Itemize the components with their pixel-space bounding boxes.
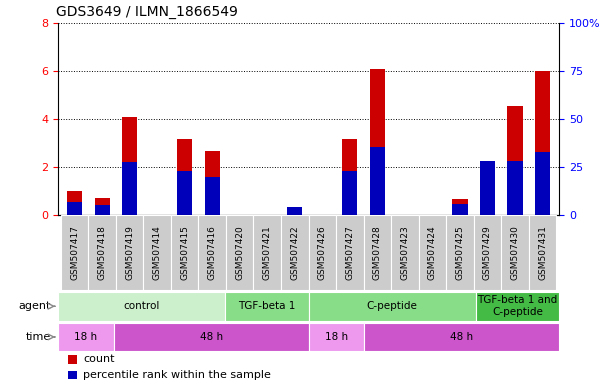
Bar bbox=[61, 215, 89, 290]
Text: GSM507422: GSM507422 bbox=[290, 225, 299, 280]
Text: 18 h: 18 h bbox=[75, 332, 97, 342]
Bar bbox=[480, 161, 495, 215]
Bar bbox=[144, 215, 171, 290]
Text: GSM507426: GSM507426 bbox=[318, 225, 327, 280]
Bar bbox=[309, 292, 475, 321]
Text: 48 h: 48 h bbox=[450, 332, 473, 342]
Bar bbox=[475, 292, 559, 321]
Bar bbox=[391, 215, 419, 290]
Bar bbox=[68, 355, 77, 364]
Text: GSM507425: GSM507425 bbox=[455, 225, 464, 280]
Bar bbox=[122, 162, 137, 215]
Text: time: time bbox=[26, 332, 51, 342]
Text: GSM507418: GSM507418 bbox=[98, 225, 106, 280]
Text: GSM507424: GSM507424 bbox=[428, 225, 437, 280]
Bar bbox=[508, 161, 522, 215]
Bar bbox=[58, 323, 114, 351]
Bar bbox=[370, 147, 385, 215]
Bar bbox=[419, 215, 446, 290]
Bar bbox=[501, 215, 529, 290]
Bar bbox=[95, 205, 109, 215]
Bar bbox=[535, 152, 550, 215]
Text: 18 h: 18 h bbox=[325, 332, 348, 342]
Text: TGF-beta 1: TGF-beta 1 bbox=[238, 301, 296, 311]
Text: GSM507429: GSM507429 bbox=[483, 225, 492, 280]
Bar bbox=[177, 139, 192, 215]
Bar bbox=[309, 215, 336, 290]
Text: GSM507416: GSM507416 bbox=[208, 225, 217, 280]
Bar bbox=[254, 215, 281, 290]
Text: GSM507417: GSM507417 bbox=[70, 225, 79, 280]
Text: GSM507431: GSM507431 bbox=[538, 225, 547, 280]
Bar bbox=[58, 292, 225, 321]
Bar bbox=[171, 215, 199, 290]
Bar bbox=[122, 117, 137, 215]
Bar bbox=[68, 371, 77, 379]
Text: GSM507419: GSM507419 bbox=[125, 225, 134, 280]
Bar bbox=[452, 199, 467, 215]
Text: GSM507421: GSM507421 bbox=[263, 225, 272, 280]
Bar bbox=[226, 215, 254, 290]
Bar bbox=[205, 151, 220, 215]
Bar bbox=[342, 171, 357, 215]
Text: agent: agent bbox=[19, 301, 51, 311]
Bar bbox=[474, 215, 501, 290]
Bar bbox=[364, 215, 391, 290]
Bar bbox=[281, 215, 309, 290]
Bar bbox=[67, 202, 82, 215]
Bar bbox=[336, 215, 364, 290]
Bar bbox=[364, 323, 559, 351]
Text: GSM507427: GSM507427 bbox=[345, 225, 354, 280]
Text: 48 h: 48 h bbox=[200, 332, 222, 342]
Bar bbox=[535, 71, 550, 215]
Text: count: count bbox=[83, 354, 115, 364]
Text: GSM507420: GSM507420 bbox=[235, 225, 244, 280]
Bar bbox=[309, 323, 364, 351]
Text: GSM507414: GSM507414 bbox=[153, 225, 162, 280]
Text: percentile rank within the sample: percentile rank within the sample bbox=[83, 370, 271, 380]
Text: GSM507415: GSM507415 bbox=[180, 225, 189, 280]
Bar bbox=[199, 215, 226, 290]
Text: GSM507430: GSM507430 bbox=[511, 225, 519, 280]
Bar bbox=[452, 204, 467, 215]
Text: GSM507423: GSM507423 bbox=[400, 225, 409, 280]
Bar bbox=[225, 292, 309, 321]
Bar bbox=[114, 323, 309, 351]
Bar bbox=[508, 106, 522, 215]
Bar bbox=[370, 69, 385, 215]
Bar bbox=[67, 191, 82, 215]
Text: TGF-beta 1 and
C-peptide: TGF-beta 1 and C-peptide bbox=[477, 295, 557, 317]
Text: control: control bbox=[123, 301, 159, 311]
Text: GSM507428: GSM507428 bbox=[373, 225, 382, 280]
Bar bbox=[342, 139, 357, 215]
Text: C-peptide: C-peptide bbox=[367, 301, 417, 311]
Bar bbox=[287, 207, 302, 215]
Bar bbox=[177, 171, 192, 215]
Bar bbox=[116, 215, 144, 290]
Bar bbox=[205, 177, 220, 215]
Bar bbox=[89, 215, 116, 290]
Bar bbox=[446, 215, 474, 290]
Text: GDS3649 / ILMN_1866549: GDS3649 / ILMN_1866549 bbox=[56, 5, 238, 19]
Bar bbox=[529, 215, 556, 290]
Bar bbox=[95, 198, 109, 215]
